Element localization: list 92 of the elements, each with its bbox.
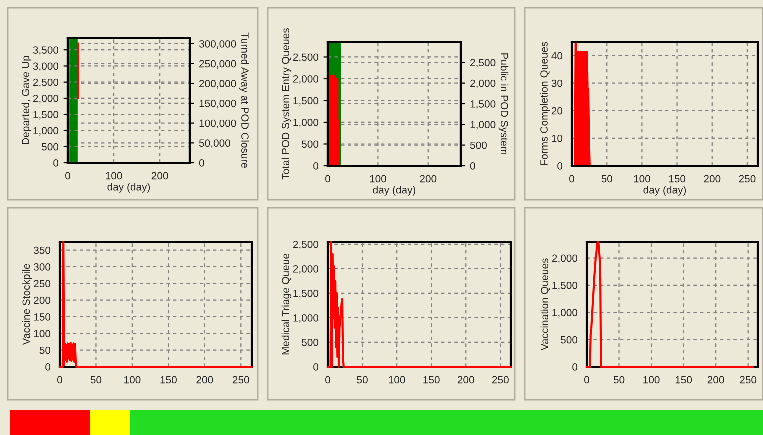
y-tick-label: 2,000 xyxy=(552,254,578,264)
y-axis-title: Medical Triage Queue xyxy=(282,254,292,355)
y-tick-label: 1,000 xyxy=(294,314,319,324)
y2-tick-label: 1,500 xyxy=(470,100,496,110)
y2-tick-label: 100,000 xyxy=(200,120,236,128)
x-tick-label: 150 xyxy=(424,376,440,384)
y-tick-label: 0 xyxy=(54,160,59,167)
x-tick-label: 0 xyxy=(584,376,590,384)
x-tick-label: 0 xyxy=(326,376,330,384)
y-tick-label: 0 xyxy=(314,364,319,371)
x-axis-title: day (day) xyxy=(644,186,686,196)
y-tick-label: 2,500 xyxy=(293,240,319,250)
y-tick-label: 0 xyxy=(572,364,578,371)
y-tick-label: 1,500 xyxy=(294,97,319,106)
y-tick-label: 250 xyxy=(34,280,51,288)
y-axis-title: Forms Completion Queues xyxy=(540,42,550,166)
y-tick-label: 2,500 xyxy=(293,54,319,62)
x-tick-label: 200 xyxy=(420,175,437,183)
x-axis-title: day (day) xyxy=(373,186,416,196)
y-axis-title: Vaccination Queues xyxy=(540,258,550,351)
y-tick-label: 2,000 xyxy=(33,94,59,104)
y2-tick-label: 0 xyxy=(470,162,476,170)
y2-axis-title: Public in POD System xyxy=(498,54,509,155)
y-tick-label: 20 xyxy=(552,107,563,115)
x-tick-label: 200 xyxy=(458,376,474,384)
x-tick-label: 50 xyxy=(357,376,368,384)
y-tick-label: 0 xyxy=(558,162,563,170)
y2-tick-label: 50,000 xyxy=(199,140,230,148)
x-tick-label: 150 xyxy=(676,376,692,384)
y-tick-label: 350 xyxy=(34,246,51,254)
y-axis-title: Vaccine Stockpile xyxy=(22,264,32,346)
y-tick-label: 30 xyxy=(552,80,563,88)
x-tick-label: 200 xyxy=(152,172,168,180)
x-tick-label: 250 xyxy=(492,376,509,384)
y2-tick-label: 500 xyxy=(470,142,487,150)
y2-tick-label: 300,000 xyxy=(199,40,236,50)
y-axis-title: Total POD System Entry Queues xyxy=(282,28,292,180)
y-tick-label: 500 xyxy=(302,338,319,346)
y-tick-label: 500 xyxy=(42,143,59,151)
x-tick-label: 50 xyxy=(602,175,612,183)
y-tick-label: 50 xyxy=(40,346,51,354)
y-tick-label: 3,500 xyxy=(33,46,59,56)
y-tick-label: 0 xyxy=(46,364,51,371)
y2-tick-label: 0 xyxy=(199,160,204,167)
x-tick-label: 100 xyxy=(389,376,406,384)
y-tick-label: 1,500 xyxy=(34,111,59,120)
y2-tick-label: 200,000 xyxy=(200,80,236,89)
x-tick-label: 150 xyxy=(669,175,686,183)
x-tick-label: 0 xyxy=(66,172,70,180)
y-tick-label: 1,500 xyxy=(294,290,319,299)
y-tick-label: 1,000 xyxy=(34,127,59,136)
x-tick-label: 200 xyxy=(704,175,721,183)
y-tick-label: 40 xyxy=(552,52,563,60)
y-axis-title: Departed, Gave Up xyxy=(22,56,32,145)
x-tick-label: 50 xyxy=(90,376,102,384)
y-tick-label: 3,000 xyxy=(33,62,59,72)
y-tick-label: 500 xyxy=(302,140,319,148)
x-tick-label: 100 xyxy=(370,175,386,183)
x-tick-label: 100 xyxy=(106,172,122,180)
x-tick-label: 250 xyxy=(232,376,250,384)
y2-tick-label: 150,000 xyxy=(200,100,236,109)
x-tick-label: 100 xyxy=(634,175,650,183)
x-tick-label: 100 xyxy=(124,376,141,384)
y-tick-label: 2,000 xyxy=(293,265,319,274)
y2-tick-label: 2,000 xyxy=(470,80,496,88)
y-tick-label: 2,000 xyxy=(293,75,319,84)
y-tick-label: 0 xyxy=(314,162,319,170)
x-tick-label: 250 xyxy=(740,376,757,384)
y-tick-label: 1,000 xyxy=(294,118,319,128)
x-tick-label: 100 xyxy=(644,376,660,384)
y-tick-label: 10 xyxy=(552,134,563,142)
y-tick-label: 150 xyxy=(34,314,51,321)
y2-tick-label: 2,500 xyxy=(470,59,496,68)
x-axis-title: day (day) xyxy=(108,183,150,193)
x-tick-label: 150 xyxy=(160,376,177,384)
x-tick-label: 0 xyxy=(326,175,330,183)
y2-tick-label: 250,000 xyxy=(200,60,236,69)
y-tick-label: 1,000 xyxy=(552,309,578,318)
y-tick-label: 2,500 xyxy=(33,78,59,88)
y-tick-label: 1,500 xyxy=(552,282,578,291)
x-tick-label: 250 xyxy=(739,175,756,183)
line-series xyxy=(326,240,512,368)
x-tick-label: 50 xyxy=(614,376,625,384)
y-tick-label: 200 xyxy=(34,296,51,304)
line-series xyxy=(58,240,254,368)
y2-tick-label: 1,000 xyxy=(470,121,496,130)
x-tick-label: 200 xyxy=(708,376,724,384)
x-tick-label: 200 xyxy=(196,376,214,384)
y-tick-label: 100 xyxy=(34,330,51,338)
y2-axis-title: Turned Away at POD Closure xyxy=(239,32,250,168)
y-tick-label: 300 xyxy=(34,264,51,271)
y-tick-label: 500 xyxy=(561,336,578,344)
